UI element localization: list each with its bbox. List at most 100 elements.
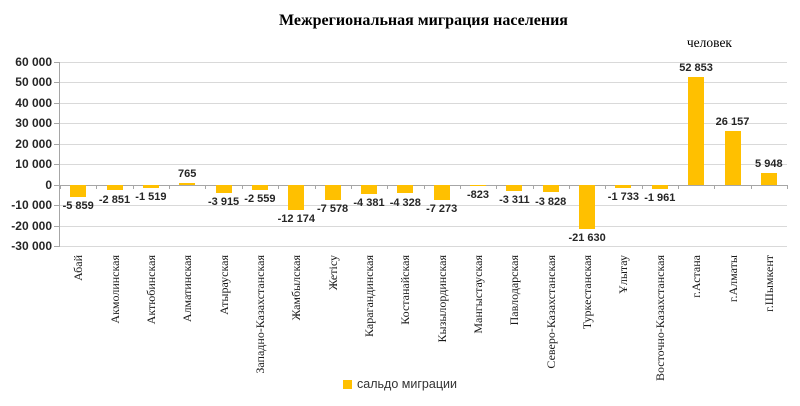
bar <box>361 184 377 194</box>
bar-value-label: 52 853 <box>679 61 713 74</box>
bar-value-label: -2 851 <box>98 193 131 206</box>
bar <box>579 184 596 229</box>
category-label: Кызылординская <box>434 255 449 343</box>
bar <box>470 184 486 187</box>
bar <box>288 184 305 210</box>
gridline <box>60 164 787 166</box>
bar <box>397 184 414 194</box>
gridline <box>60 123 787 125</box>
bar <box>251 184 268 190</box>
y-axis-tick <box>54 205 59 207</box>
gridline <box>60 205 787 207</box>
category-label: Актюбинская <box>143 255 158 325</box>
bar-value-label: -823 <box>466 189 490 202</box>
bar <box>70 184 87 197</box>
category-label: Северо-Казахстанская <box>543 255 558 369</box>
bar <box>433 184 450 200</box>
category-label: Жамбылская <box>289 255 304 321</box>
x-axis-tick <box>169 184 171 189</box>
y-axis-line <box>59 62 60 247</box>
x-axis-tick <box>96 184 98 189</box>
category-label: Павлодарская <box>507 255 522 326</box>
y-axis-label: -10 000 <box>11 198 52 213</box>
gridline <box>60 143 787 145</box>
gridline <box>60 102 787 104</box>
bar-value-label: -2 559 <box>244 192 276 205</box>
category-label: Акмолинская <box>107 255 122 324</box>
bar <box>506 184 523 192</box>
x-axis-tick <box>714 184 716 189</box>
category-label: Ұлытау <box>616 255 631 294</box>
x-axis-tick <box>350 184 352 189</box>
bar <box>651 184 668 189</box>
y-axis-label: 40 000 <box>15 95 52 110</box>
y-axis-tick <box>54 246 59 247</box>
x-axis-tick <box>387 184 389 189</box>
x-axis-tick <box>423 184 425 189</box>
bar <box>142 184 159 188</box>
x-axis-tick <box>314 184 316 189</box>
x-axis-tick <box>205 184 207 189</box>
x-axis-tick <box>60 184 61 189</box>
gridline <box>60 62 787 63</box>
y-axis-label: 50 000 <box>15 75 52 90</box>
bar-value-label: -7 273 <box>426 202 458 215</box>
x-axis-tick <box>278 184 280 189</box>
category-label: Атырауская <box>216 255 231 315</box>
bar-value-label: -4 328 <box>389 196 421 209</box>
plot-area <box>60 62 787 246</box>
x-axis-tick <box>641 184 643 189</box>
category-label: Мангыстауская <box>471 255 485 334</box>
bar <box>615 184 632 189</box>
category-label: Восточно-Казахстанская <box>652 255 667 382</box>
category-label: г.Шымкент <box>761 255 776 312</box>
legend-swatch-icon <box>343 379 353 389</box>
y-axis-label: 20 000 <box>15 136 52 151</box>
x-axis-tick <box>750 184 752 189</box>
gridline <box>60 82 787 84</box>
bar <box>106 184 123 191</box>
bar <box>324 184 341 201</box>
x-axis-tick <box>496 184 498 189</box>
bar-value-label: -7 578 <box>316 203 349 216</box>
x-axis-tick <box>132 184 134 189</box>
x-axis-tick <box>532 184 534 189</box>
x-axis-tick <box>568 184 570 189</box>
bar-value-label: 765 <box>178 168 197 181</box>
x-axis-tick <box>605 184 607 189</box>
y-axis-tick <box>54 62 59 63</box>
category-label: Абай <box>71 255 86 281</box>
x-axis-tick <box>241 184 243 189</box>
category-label: Костанайская <box>398 255 413 325</box>
x-axis-tick <box>678 184 679 189</box>
y-axis-label: 30 000 <box>15 116 52 131</box>
y-axis-label: 10 000 <box>15 157 52 172</box>
bar-value-label: -1 733 <box>607 191 639 204</box>
bar-value-label: -5 859 <box>62 199 94 212</box>
y-axis-tick <box>54 82 59 84</box>
bar <box>724 131 741 185</box>
category-label: Западно-Казахстанская <box>252 255 267 374</box>
bar-value-label: 5 948 <box>755 157 783 170</box>
category-label: г.Астана <box>689 255 704 298</box>
y-axis-label: -20 000 <box>11 218 52 233</box>
bar <box>179 183 196 185</box>
category-label: Туркестанская <box>580 255 595 330</box>
bar-value-label: -3 828 <box>535 195 567 208</box>
bar <box>215 184 232 193</box>
y-axis-tick <box>54 143 59 145</box>
y-axis-label: 60 000 <box>15 55 52 69</box>
y-axis-tick <box>54 164 59 166</box>
category-label: г.Алматы <box>725 255 740 303</box>
bar-value-label: 26 157 <box>715 116 750 129</box>
chart-title: Межрегиональная миграция населения <box>279 12 568 29</box>
y-axis-tick <box>54 123 59 125</box>
bar-value-label: -1 519 <box>135 190 167 203</box>
bar <box>760 172 777 185</box>
bar-value-label: -3 311 <box>499 194 530 207</box>
legend-label: сальдо миграции <box>357 377 457 391</box>
bar <box>688 76 705 185</box>
gridline <box>60 225 787 227</box>
gridline <box>60 246 787 247</box>
